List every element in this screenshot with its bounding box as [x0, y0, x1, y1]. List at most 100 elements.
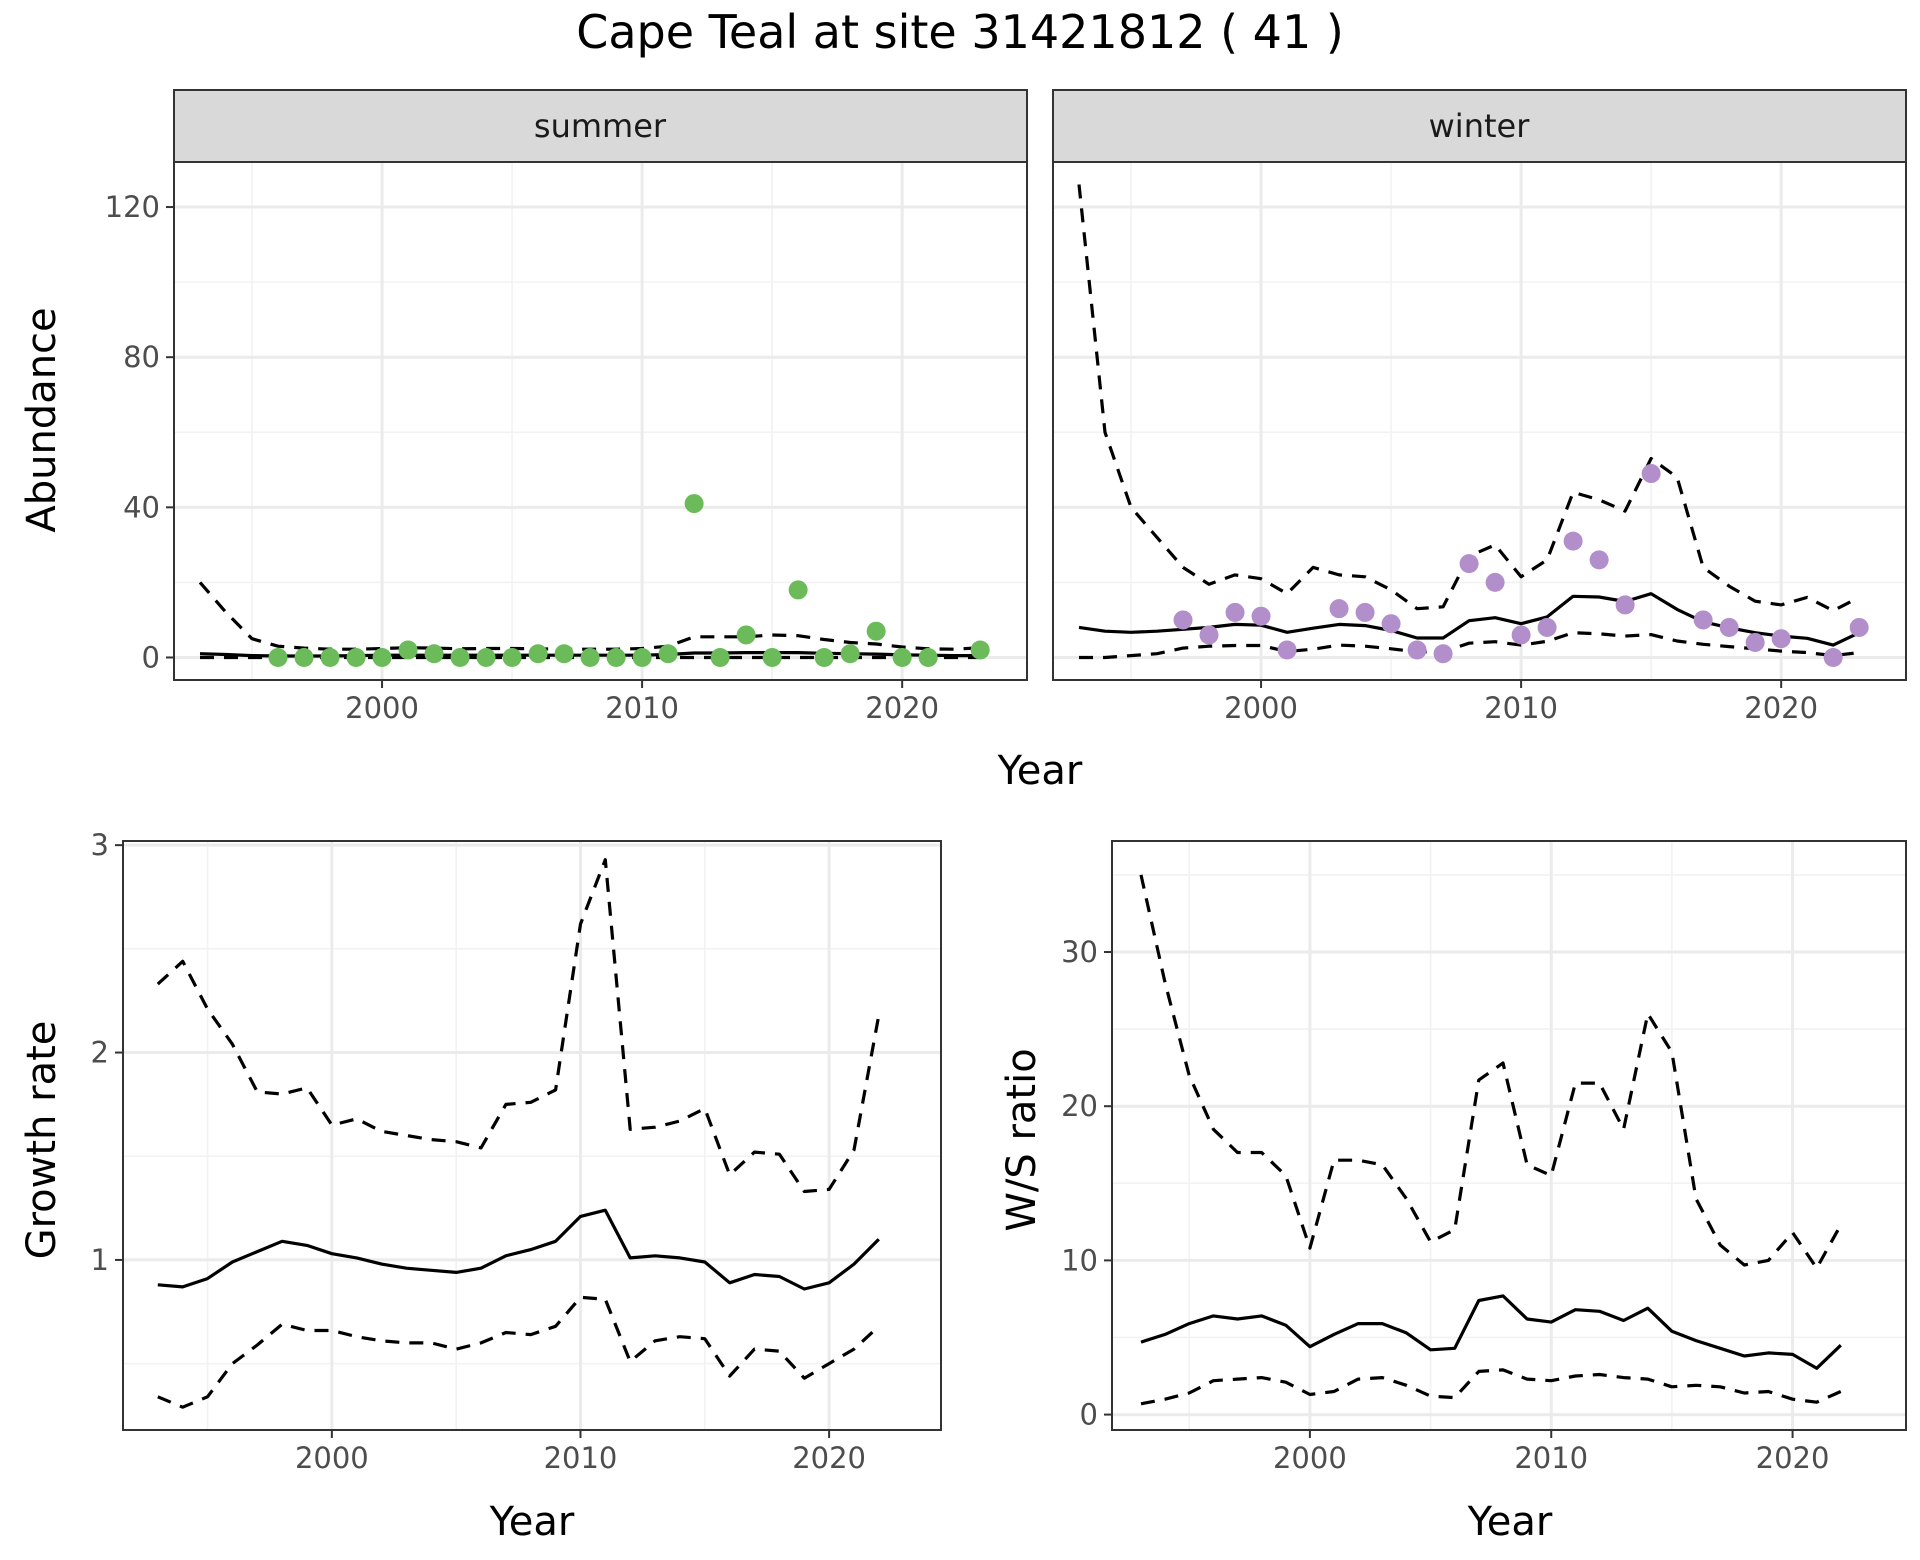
observed-point	[606, 647, 626, 667]
observed-point	[736, 625, 756, 645]
strip-label-winter: winter	[1429, 107, 1531, 145]
y-tick-label: 2	[91, 1036, 109, 1070]
observed-point	[1381, 614, 1401, 634]
observed-point	[1641, 464, 1661, 484]
x-tick-label: 2010	[544, 1441, 618, 1475]
x-tick-label: 2000	[295, 1441, 369, 1475]
plot-background	[123, 841, 941, 1430]
abundance-axis-label: Abundance	[19, 307, 65, 532]
winter-panel: 2000 2010 2020	[1052, 161, 1907, 725]
observed-point	[1173, 610, 1193, 630]
observed-point	[1563, 531, 1583, 551]
observed-point	[1329, 599, 1349, 619]
y-tick-label: 40	[123, 490, 160, 524]
observed-point	[762, 647, 782, 667]
y-tick-label: 120	[105, 190, 160, 224]
ratio-year-axis-label: Year	[1467, 1499, 1553, 1545]
x-tick-label: 2010	[1484, 691, 1558, 725]
observed-point	[1537, 617, 1557, 637]
observed-point	[1693, 610, 1713, 630]
panel-border	[1111, 840, 1907, 1431]
upper-ci-line	[1139, 874, 1843, 1270]
top-year-axis-label: Year	[997, 748, 1083, 794]
x-tick-label: 2000	[1224, 691, 1298, 725]
x-tick-label: 2010	[1514, 1441, 1588, 1475]
observed-point	[1485, 572, 1505, 592]
estimate-line	[1140, 1294, 1842, 1370]
y-tick-label: 0	[142, 640, 160, 674]
plot-background	[1112, 841, 1906, 1430]
observed-point	[840, 644, 860, 664]
ws-ratio-panel: 2000 2010 2020 0 10 20 30	[1061, 840, 1907, 1475]
observed-point	[1433, 644, 1453, 664]
observed-point	[814, 647, 834, 667]
y-tick-label: 3	[91, 828, 109, 862]
observed-point	[632, 647, 652, 667]
observed-point	[476, 647, 496, 667]
strip-label-summer: summer	[534, 107, 667, 145]
observed-point	[528, 644, 548, 664]
observed-point	[1199, 625, 1219, 645]
observed-point	[1615, 595, 1635, 615]
observed-point	[450, 647, 470, 667]
observed-point	[1589, 550, 1609, 570]
estimate-line	[157, 1208, 880, 1291]
observed-point	[1745, 632, 1765, 652]
ws-ratio-axis-label: W/S ratio	[999, 1048, 1045, 1231]
panel-border	[1052, 161, 1907, 681]
observed-point	[710, 647, 730, 667]
observed-point	[320, 647, 340, 667]
observed-point	[502, 647, 522, 667]
observed-point	[866, 621, 886, 641]
x-tick-label: 2000	[345, 691, 419, 725]
observed-point	[554, 644, 574, 664]
observed-point	[1355, 602, 1375, 622]
observed-point	[918, 647, 938, 667]
observed-point	[1771, 629, 1791, 649]
observed-point	[424, 644, 444, 664]
y-tick-label: 0	[1080, 1398, 1098, 1432]
observed-point	[970, 640, 990, 660]
panel-border	[122, 840, 942, 1431]
strip-summer	[173, 89, 1028, 163]
x-tick-label: 2020	[865, 691, 939, 725]
y-tick-label: 30	[1061, 935, 1098, 969]
observed-point	[372, 647, 392, 667]
observed-point	[684, 494, 704, 514]
observed-point	[580, 647, 600, 667]
figure-title: Cape Teal at site 31421812 ( 41 )	[576, 5, 1344, 59]
observed-point	[1251, 606, 1271, 626]
upper-ci-line	[156, 858, 881, 1194]
observed-point	[658, 644, 678, 664]
observed-point	[1823, 647, 1843, 667]
observed-point	[294, 647, 314, 667]
observed-point	[346, 647, 366, 667]
plot-background	[174, 162, 1027, 680]
y-tick-label: 80	[123, 340, 160, 374]
y-tick-label: 1	[91, 1243, 109, 1277]
growth-rate-panel: 2000 2010 2020 1 2 3	[91, 828, 942, 1475]
x-tick-label: 2000	[1273, 1441, 1347, 1475]
plot-background	[1053, 162, 1906, 680]
observed-point	[1407, 640, 1427, 660]
strip-winter	[1052, 89, 1907, 163]
observed-point	[398, 640, 418, 660]
x-tick-label: 2020	[1756, 1441, 1830, 1475]
observed-point	[1225, 602, 1245, 622]
x-tick-label: 2020	[1744, 691, 1818, 725]
observed-point	[892, 647, 912, 667]
y-tick-label: 20	[1061, 1089, 1098, 1123]
observed-point	[1277, 640, 1297, 660]
observed-point	[268, 647, 288, 667]
observed-point	[1511, 625, 1531, 645]
observed-point	[788, 580, 808, 600]
x-tick-label: 2010	[605, 691, 679, 725]
x-tick-label: 2020	[792, 1441, 866, 1475]
observed-point	[1849, 617, 1869, 637]
y-tick-label: 10	[1061, 1243, 1098, 1277]
growth-year-axis-label: Year	[489, 1499, 575, 1545]
lower-ci-line	[157, 1295, 880, 1409]
observed-point	[1459, 554, 1479, 574]
growth-rate-axis-label: Growth rate	[19, 1021, 65, 1260]
